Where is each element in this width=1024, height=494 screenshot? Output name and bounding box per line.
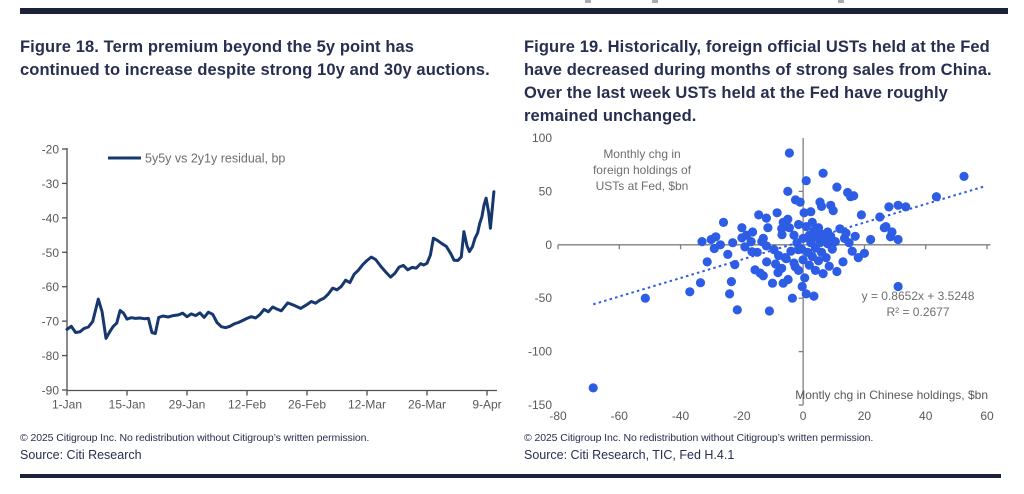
svg-text:20: 20 — [858, 409, 872, 423]
bottom-divider-rule — [20, 474, 1001, 478]
svg-text:15-Jan: 15-Jan — [109, 398, 146, 412]
svg-text:-60: -60 — [611, 409, 629, 423]
svg-text:0: 0 — [545, 238, 552, 252]
svg-text:26-Mar: 26-Mar — [408, 398, 446, 412]
svg-text:-20: -20 — [733, 409, 751, 423]
svg-text:-90: -90 — [42, 384, 60, 398]
figure19-footer: © 2025 Citigroup Inc. No redistribution … — [524, 431, 1024, 465]
figure18-footer: © 2025 Citigroup Inc. No redistribution … — [20, 431, 520, 465]
cropped-text-artifact — [652, 0, 658, 3]
svg-text:-70: -70 — [42, 315, 60, 329]
svg-text:Montly chg in Chinese holdings: Montly chg in Chinese holdings, $bn — [795, 388, 988, 402]
cropped-text-artifact — [838, 0, 844, 3]
figure19-title: Figure 19. Historically, foreign officia… — [524, 36, 1024, 128]
fig18-line-chart: -20 -30 -40 -50 -60 -70 -80 -901-Jan 15-Jan 29-Ja… — [42, 143, 502, 412]
figure19-title-line2: have decreased during months of strong s… — [524, 61, 992, 79]
svg-text:12-Mar: 12-Mar — [348, 398, 386, 412]
top-divider-rule — [20, 8, 1008, 14]
svg-text:50: 50 — [539, 184, 553, 198]
svg-text:60: 60 — [980, 409, 994, 423]
svg-text:y = 0.8652x + 3.5248: y = 0.8652x + 3.5248 — [862, 289, 975, 303]
svg-text:-30: -30 — [42, 177, 60, 191]
figure18-title: Figure 18. Term premium beyond the 5y po… — [20, 36, 520, 82]
svg-text:-40: -40 — [42, 211, 60, 225]
svg-text:-80: -80 — [42, 349, 60, 363]
svg-text:-80: -80 — [549, 409, 567, 423]
svg-text:100: 100 — [532, 131, 552, 145]
svg-text:26-Feb: 26-Feb — [288, 398, 326, 412]
figure19-title-line4: remained unchanged. — [524, 107, 697, 125]
svg-text:-150: -150 — [528, 398, 552, 412]
svg-text:0: 0 — [800, 409, 807, 423]
svg-text:-60: -60 — [42, 280, 60, 294]
svg-text:-20: -20 — [42, 143, 60, 157]
figure19-copyright: © 2025 Citigroup Inc. No redistribution … — [524, 432, 874, 444]
svg-text:-50: -50 — [42, 246, 60, 260]
svg-text:9-Apr: 9-Apr — [472, 398, 501, 412]
figure18-title-line1: Figure 18. Term premium beyond the 5y po… — [20, 38, 415, 56]
svg-text:-40: -40 — [672, 409, 690, 423]
svg-text:12-Feb: 12-Feb — [228, 398, 266, 412]
figure19-source: Source: Citi Research, TIC, Fed H.4.1 — [524, 448, 735, 462]
figure19-title-line1: Figure 19. Historically, foreign officia… — [524, 38, 990, 56]
svg-text:R² = 0.2677: R² = 0.2677 — [886, 305, 949, 319]
svg-text:foreign holdings of: foreign holdings of — [593, 163, 692, 177]
figure18-copyright: © 2025 Citigroup Inc. No redistribution … — [20, 432, 370, 444]
figure18-title-line2: continued to increase despite strong 10y… — [20, 61, 490, 79]
svg-text:5y5y vs 2y1y residual, bp: 5y5y vs 2y1y residual, bp — [145, 152, 285, 166]
figure18-source: Source: Citi Research — [20, 448, 142, 462]
fig19-scatter-chart: -80 -60 -40 -20 0 20 40 60 100 50 0 -50 -100 -150 Mont… — [528, 131, 994, 423]
svg-text:Monthly chg in: Monthly chg in — [603, 147, 680, 161]
svg-text:-100: -100 — [528, 345, 552, 359]
figure19-title-line3: Over the last week USTs held at the Fed … — [524, 84, 948, 102]
svg-text:-50: -50 — [535, 291, 553, 305]
svg-text:40: 40 — [919, 409, 933, 423]
svg-text:29-Jan: 29-Jan — [169, 398, 206, 412]
cropped-text-artifact — [585, 0, 591, 3]
svg-text:1-Jan: 1-Jan — [52, 398, 82, 412]
svg-text:USTs at Fed, $bn: USTs at Fed, $bn — [596, 179, 689, 193]
